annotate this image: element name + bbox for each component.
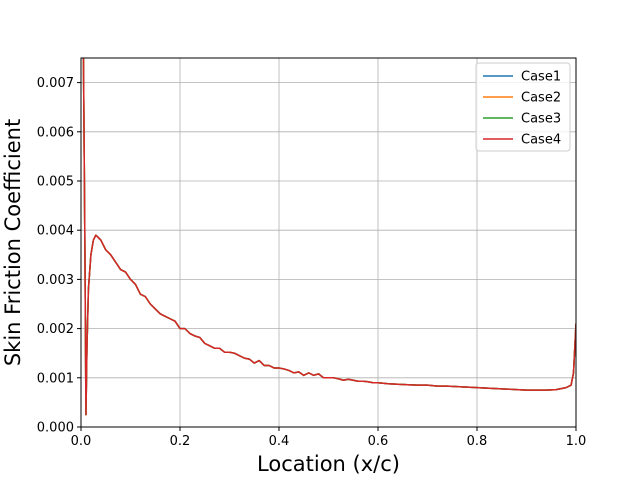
legend-box	[475, 62, 571, 152]
x-tick-label: 0.8	[467, 434, 488, 449]
x-tick-label: 0.4	[269, 434, 290, 449]
x-tick-label: 1.0	[566, 434, 587, 449]
legend-label: Case2	[521, 91, 561, 106]
y-tick-label: 0.006	[37, 125, 74, 140]
legend-label: Case3	[521, 112, 561, 127]
x-tick-label: 0.6	[368, 434, 389, 449]
series-lines	[82, 58, 576, 416]
y-tick-label: 0.003	[37, 273, 74, 288]
legend-label: Case1	[521, 70, 561, 85]
y-tick-label: 0.002	[37, 322, 74, 337]
y-tick-label: 0.005	[37, 175, 74, 190]
axis-ticks: 0.0 0.2 0.4 0.6 0.8 1.0 0.000 0.001 0.002 0.003 0.…	[37, 76, 587, 449]
x-axis-label: Location (x/c)	[257, 452, 400, 476]
y-tick-label: 0.004	[37, 224, 74, 239]
y-axis-label: Skin Friction Coefficient	[1, 119, 25, 366]
x-tick-label: 0.2	[170, 434, 191, 449]
legend-label: Case4	[521, 133, 561, 148]
plot-frame	[80, 57, 577, 428]
series-line-case4	[82, 58, 576, 416]
legend: Case1 Case2 Case3 Case4	[475, 62, 571, 152]
y-tick-label: 0.001	[37, 371, 74, 386]
x-tick-label: 0.0	[71, 434, 92, 449]
y-tick-label: 0.000	[37, 421, 74, 436]
y-tick-label: 0.007	[37, 76, 74, 91]
